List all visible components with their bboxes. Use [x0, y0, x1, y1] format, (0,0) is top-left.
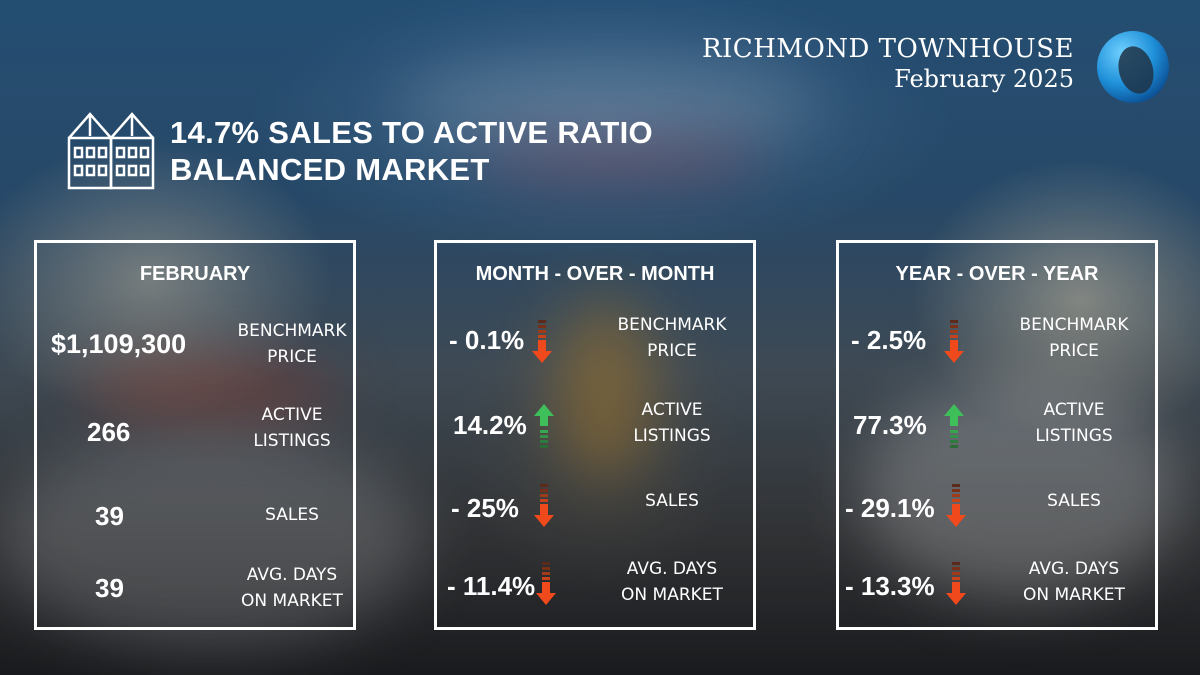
stat-row-avg-days: 39 AVG. DAYS ON MARKET [37, 563, 353, 623]
stat-value: - 29.1% [845, 493, 935, 523]
stat-row-active-listings: 77.3% ACTIVE LISTINGS [839, 398, 1155, 458]
townhouse-icon [67, 112, 155, 190]
stat-value: 39 [95, 501, 124, 531]
stat-label: SALES [645, 491, 699, 511]
stat-value: - 0.1% [449, 325, 525, 355]
stat-row-active-listings: 266 ACTIVE LISTINGS [37, 403, 353, 463]
up-arrow-icon [943, 402, 965, 448]
stat-label: BENCHMARK PRICE [237, 321, 347, 367]
down-arrow-icon [943, 319, 965, 365]
stat-value: - 11.4% [447, 571, 536, 601]
stat-label: BENCHMARK PRICE [1019, 315, 1129, 361]
stat-label: ACTIVE LISTINGS [633, 400, 711, 446]
panel-title: MONTH - OVER - MONTH [475, 263, 715, 285]
stat-row-avg-days: - 13.3% AVG. DAYS ON MARKET [839, 557, 1155, 617]
stat-label: AVG. DAYS ON MARKET [621, 559, 723, 605]
stat-row-benchmark-price: $1,109,300 BENCHMARK PRICE [37, 315, 353, 375]
headline-ratio: 14.7% SALES TO ACTIVE RATIO [170, 114, 653, 150]
stat-value: - 13.3% [845, 571, 935, 601]
headline: 14.7% SALES TO ACTIVE RATIO BALANCED MAR… [66, 110, 653, 192]
up-arrow-icon [533, 402, 555, 448]
down-arrow-icon [533, 483, 555, 529]
down-arrow-icon [531, 319, 553, 365]
brand-ring-logo [1097, 31, 1169, 103]
stat-label: SALES [1047, 491, 1101, 511]
stat-label: ACTIVE LISTINGS [253, 405, 331, 451]
brand-line-1: RICHMOND TOWNHOUSE [701, 34, 1074, 64]
stat-row-sales: 39 SALES [37, 499, 353, 559]
stat-value: 266 [87, 417, 131, 447]
stat-value: 39 [95, 573, 124, 603]
brand-title: RICHMOND TOWNHOUSE February 2025 [702, 34, 1074, 94]
stat-label: ACTIVE LISTINGS [1035, 400, 1113, 446]
down-arrow-icon [945, 483, 967, 529]
stat-label: AVG. DAYS ON MARKET [241, 565, 343, 611]
stat-row-benchmark-price: - 0.1% BENCHMARK PRICE [437, 313, 753, 373]
stat-label: SALES [265, 505, 319, 525]
stat-row-active-listings: 14.2% ACTIVE LISTINGS [437, 398, 753, 458]
down-arrow-icon [945, 561, 967, 607]
panel-february: FEBRUARY $1,109,300 BENCHMARK PRICE 266 A… [34, 240, 356, 630]
stat-value: - 2.5% [851, 325, 927, 355]
panel-title: YEAR - OVER - YEAR [895, 263, 1099, 285]
headline-market-status: BALANCED MARKET [170, 152, 490, 187]
stat-row-sales: - 25% SALES [437, 479, 753, 539]
brand-line-2: February 2025 [894, 65, 1074, 94]
panel-month-over-month: MONTH - OVER - MONTH - 0.1% BENCHMARK PRI… [434, 240, 756, 630]
stat-row-sales: - 29.1% SALES [839, 479, 1155, 539]
stat-label: BENCHMARK PRICE [617, 315, 727, 361]
stat-value: 77.3% [853, 410, 927, 440]
stat-label: AVG. DAYS ON MARKET [1023, 559, 1125, 605]
stat-value: 14.2% [453, 410, 527, 440]
stat-row-avg-days: - 11.4% AVG. DAYS ON MARKET [437, 557, 753, 617]
panel-title: FEBRUARY [139, 263, 251, 285]
stat-value: - 25% [451, 493, 519, 523]
panel-year-over-year: YEAR - OVER - YEAR - 2.5% BENCHMARK PRICE… [836, 240, 1158, 630]
stat-row-benchmark-price: - 2.5% BENCHMARK PRICE [839, 313, 1155, 373]
down-arrow-icon [535, 561, 557, 607]
stat-value: $1,109,300 [51, 329, 187, 359]
